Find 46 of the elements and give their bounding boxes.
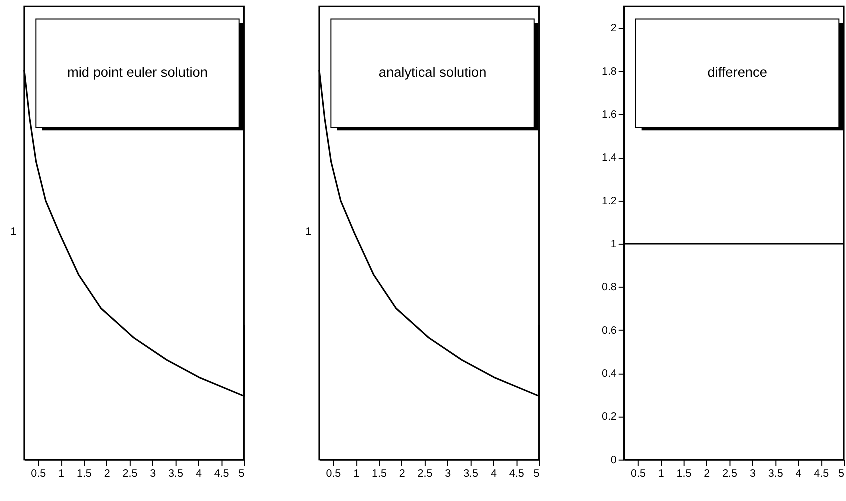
x-tick-label: 2 xyxy=(399,468,406,480)
x-tick-label: 5 xyxy=(838,468,845,480)
x-tick-label: 1 xyxy=(658,468,664,480)
x-tick-label: 1.5 xyxy=(76,468,92,480)
x-tick-label: 1 xyxy=(58,468,65,480)
x-tick-label: 4 xyxy=(490,468,497,480)
text: 1 xyxy=(10,226,17,238)
x-tick-label: 0.5 xyxy=(31,468,46,480)
x-tick-label: 4.5 xyxy=(814,468,830,480)
x-tick-label: 3.5 xyxy=(168,468,184,480)
x-tick-label: 3 xyxy=(445,468,452,480)
x-tick-label: 2.5 xyxy=(122,468,138,480)
x-tick-label: 4 xyxy=(196,468,202,480)
x-tick-label: 0.5 xyxy=(631,468,646,480)
x-tick-label: 4.5 xyxy=(509,468,524,480)
x-tick-label: 1.5 xyxy=(372,468,387,480)
x-tick-label: 2 xyxy=(104,468,110,480)
x-tick-label: 4.5 xyxy=(214,468,230,480)
y-tick-label: 1.8 xyxy=(602,66,617,78)
chart-title: analytical solution xyxy=(378,64,487,80)
y-tick-label: 1 xyxy=(610,238,617,250)
y-tick-label: 1.6 xyxy=(602,108,617,121)
chart-title: mid point euler solution xyxy=(68,64,208,80)
x-tick-label: 3.5 xyxy=(464,468,479,480)
x-tick-label: 3 xyxy=(750,468,756,480)
x-tick-label: 3.5 xyxy=(768,468,784,480)
y-tick-label: 0.2 xyxy=(602,411,617,424)
y-tick-label: 0.6 xyxy=(602,324,617,337)
y-tick-label: 0 xyxy=(610,454,617,466)
x-tick-label: 2.5 xyxy=(418,468,433,480)
x-tick-label: 3 xyxy=(150,468,156,480)
x-tick-label: 2.5 xyxy=(722,468,738,480)
x-tick-label: 1 xyxy=(354,468,360,480)
y-tick-label: 1.4 xyxy=(602,152,617,164)
y-tick-label: 0.8 xyxy=(602,282,617,294)
y-tick-label: 2 xyxy=(610,22,617,35)
x-tick-label: 2 xyxy=(704,468,710,480)
x-tick-label: 5 xyxy=(238,468,245,480)
y-tick-label: 1.2 xyxy=(602,195,617,208)
text: difference xyxy=(708,64,768,80)
x-tick-label: 0.5 xyxy=(326,468,342,480)
x-tick-label: 1.5 xyxy=(676,468,692,480)
x-tick-label: 4 xyxy=(796,468,802,480)
text: 1 xyxy=(306,226,312,238)
y-tick-label: 0.4 xyxy=(602,368,617,380)
x-tick-label: 5 xyxy=(534,468,540,480)
